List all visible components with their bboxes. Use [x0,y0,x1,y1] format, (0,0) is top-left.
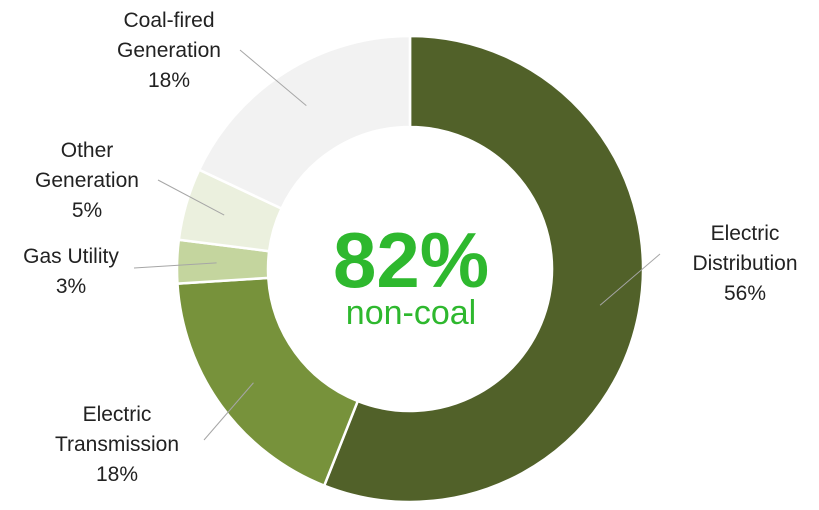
label-line: Other [61,139,114,162]
label-percent: 56% [724,282,766,305]
label-percent: 18% [96,463,138,486]
leader-other-generation [157,179,225,216]
label-line: Transmission [55,433,179,456]
label-percent: 18% [148,69,190,92]
label-line: Electric [83,403,152,426]
slice-electric-transmission [176,276,360,488]
leader-coal-fired-generation [239,49,307,107]
label-line: Distribution [692,252,797,275]
leader-gas-utility [133,262,217,269]
leader-lines [133,49,661,441]
center-value: 82% [333,216,489,304]
label-electric-distribution: Electric Distribution 56% [692,222,797,305]
label-percent: 5% [72,199,102,222]
label-other-generation: Other Generation 5% [35,139,139,222]
label-percent: 3% [56,275,86,298]
leader-electric-transmission [203,382,254,441]
slice-coal-fired-generation [197,34,412,211]
label-line: Generation [117,39,221,62]
label-line: Coal-fired [123,9,214,32]
donut-slices [175,34,645,504]
leader-electric-distribution [599,253,661,306]
label-gas-utility: Gas Utility 3% [23,245,119,298]
label-line: Generation [35,169,139,192]
slice-labels: Electric Distribution 56% Electric Transmiss… [23,9,797,486]
label-coal-fired-generation: Coal-fired Generation 18% [117,9,221,92]
label-line: Gas Utility [23,245,119,268]
center-caption: non-coal [346,294,476,332]
label-line: Electric [711,222,780,245]
label-electric-transmission: Electric Transmission 18% [55,403,179,486]
slice-electric-distribution [322,34,645,504]
